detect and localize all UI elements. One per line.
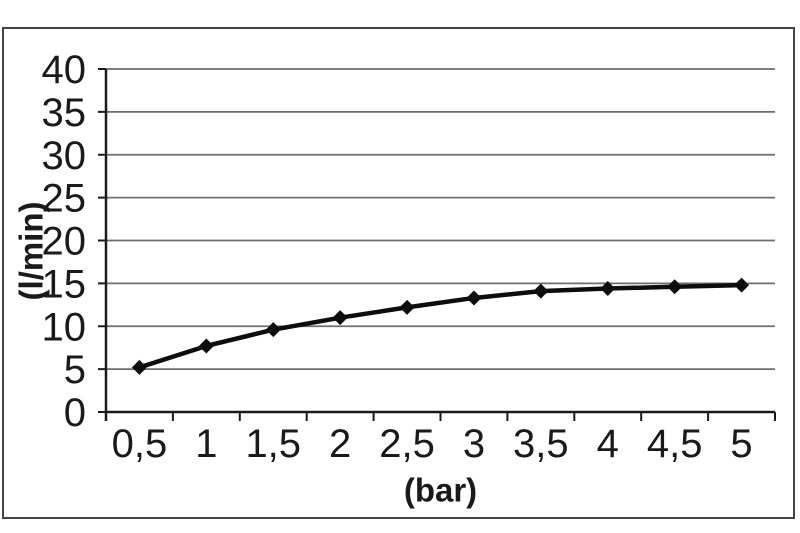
chart-border-frame [2,27,795,519]
x-tick-label: 1,5 [245,422,301,466]
x-tick-label: 2 [329,422,351,466]
data-point-marker [131,359,147,375]
x-tick-label: 4 [597,422,619,466]
data-point-marker [466,290,482,306]
y-tick-label: 20 [42,220,87,264]
data-point-marker [265,322,281,338]
x-tick-label: 2,5 [379,422,435,466]
data-point-marker [399,299,415,315]
data-point-marker [198,338,214,354]
x-tick-label: 5 [730,422,752,466]
y-axis-title: (l/min) [13,202,50,301]
y-tick-label: 0 [64,391,86,435]
series-line [137,282,744,370]
data-point-marker [667,279,683,295]
x-tick-label: 0,5 [112,422,168,466]
y-tick-label: 5 [64,348,86,392]
data-point-marker [734,277,750,293]
x-axis-title: (bar) [404,472,477,509]
data-point-marker [332,310,348,326]
x-tick-label: 3 [463,422,485,466]
y-tick-label: 25 [42,177,87,221]
data-point-marker [533,283,549,299]
data-point-marker [600,281,616,297]
y-tick-label: 30 [42,134,87,178]
x-tick-label: 4,5 [647,422,703,466]
y-tick-label: 35 [42,91,87,135]
x-tick-label: 3,5 [513,422,569,466]
y-tick-label: 10 [42,305,87,349]
y-tick-label: 40 [42,48,87,92]
y-tick-label: 15 [42,262,87,306]
x-tick-label: 1 [195,422,217,466]
